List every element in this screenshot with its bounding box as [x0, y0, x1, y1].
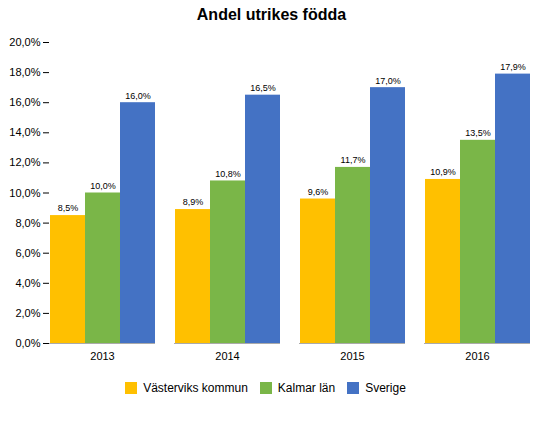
svg-text:10,9%: 10,9% — [430, 167, 456, 177]
svg-text:16,0%: 16,0% — [9, 96, 40, 108]
svg-text:16,5%: 16,5% — [250, 83, 276, 93]
svg-text:2013: 2013 — [90, 350, 114, 362]
svg-text:12,0%: 12,0% — [9, 156, 40, 168]
svg-text:2,0%: 2,0% — [15, 307, 40, 319]
svg-text:11,7%: 11,7% — [341, 155, 366, 165]
html-text:Kalmar län: Kalmar län — [277, 380, 336, 395]
svg-text:2014: 2014 — [215, 350, 239, 362]
svg-text:17,9%: 17,9% — [500, 62, 526, 72]
html-text:Sverige: Sverige — [365, 380, 406, 395]
svg-text:14,0%: 14,0% — [9, 126, 40, 138]
svg-text:20,0%: 20,0% — [9, 36, 40, 48]
svg-text:13,5%: 13,5% — [465, 128, 491, 138]
html-text:Västerviks kommun: Västerviks kommun — [143, 380, 248, 395]
svg-text:18,0%: 18,0% — [9, 66, 40, 78]
svg-text:8,9%: 8,9% — [183, 197, 204, 207]
svg-text:8,0%: 8,0% — [15, 217, 40, 229]
svg-text:17,0%: 17,0% — [375, 76, 401, 86]
svg-text:10,0%: 10,0% — [90, 181, 116, 191]
svg-text:10,0%: 10,0% — [9, 187, 40, 199]
svg-text:2015: 2015 — [340, 350, 364, 362]
svg-text:4,0%: 4,0% — [15, 277, 40, 289]
svg-text:10,8%: 10,8% — [215, 169, 241, 179]
svg-text:0,0%: 0,0% — [15, 337, 40, 349]
svg-text:9,6%: 9,6% — [308, 187, 329, 197]
svg-text:8,5%: 8,5% — [58, 203, 79, 213]
html-text:Andel utrikes födda: Andel utrikes födda — [196, 6, 347, 23]
svg-text:6,0%: 6,0% — [15, 247, 40, 259]
svg-text:16,0%: 16,0% — [125, 91, 151, 101]
svg-text:2016: 2016 — [465, 350, 489, 362]
